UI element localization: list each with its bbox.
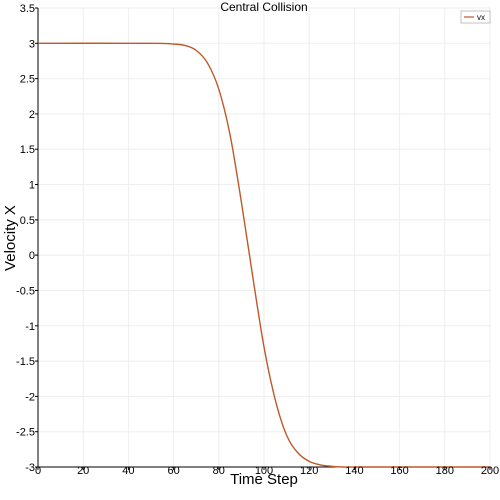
y-tick-label: 3 (29, 38, 35, 50)
y-tick-label: 1.5 (20, 144, 35, 156)
y-tick-label: -1 (25, 321, 35, 333)
y-axis-title: Velocity X (2, 205, 19, 271)
x-tick-label: 100 (255, 465, 273, 477)
y-tick-label: 2 (29, 109, 35, 121)
x-tick-label: 60 (167, 465, 179, 477)
x-tick-label: 0 (35, 465, 41, 477)
series-line-vx (37, 42, 490, 468)
x-tick-labels: 0 20 40 60 80 100 120 140 160 180 200 (35, 465, 499, 477)
y-tick-label: -2.5 (16, 427, 35, 439)
series-layer (37, 42, 490, 468)
legend-label-vx: vx (477, 13, 485, 22)
y-tick-label: 3.5 (20, 3, 35, 15)
y-tick-label: -1.5 (16, 356, 35, 368)
y-tick-label: 1 (29, 180, 35, 192)
y-tick-label: 0.5 (20, 215, 35, 227)
y-tick-labels: -3 -2.5 -2 -1.5 -1 -0.5 0 0.5 1 1.5 2 2.5 3 3.5 (16, 3, 38, 474)
x-tick-label: 160 (390, 465, 408, 477)
x-axis-title: Time Step (230, 471, 298, 488)
legend: vx (460, 10, 491, 24)
x-tick-label: 40 (122, 465, 134, 477)
y-tick-label: -2 (25, 391, 35, 403)
x-tick-label: 80 (213, 465, 225, 477)
chart-title: Central Collision (220, 0, 307, 14)
y-tick-label: 0 (29, 250, 35, 262)
x-tick-label: 20 (77, 465, 89, 477)
x-tick-label: 200 (481, 465, 499, 477)
y-tick-label: -0.5 (16, 285, 35, 297)
x-tick-label: 140 (345, 465, 363, 477)
x-tick-label: 180 (436, 465, 454, 477)
y-tick-label: -3 (25, 462, 35, 474)
grid (37, 7, 491, 468)
y-tick-label: 2.5 (20, 74, 35, 86)
x-tick-label: 120 (300, 465, 318, 477)
legend-box (460, 10, 491, 24)
